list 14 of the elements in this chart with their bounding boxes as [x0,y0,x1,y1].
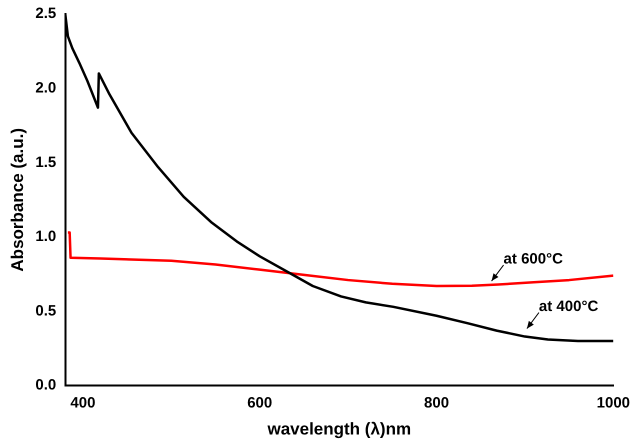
x-tick-label: 600 [247,394,272,412]
y-tick-label: 2.0 [35,79,56,96]
annotation: at 400°C [538,298,598,316]
y-tick-label: 2.5 [35,5,56,22]
x-tick-label: 1000 [596,394,630,412]
y-axis-title: Absorbance (a.u.) [8,128,27,272]
y-tick-label: 0.0 [35,376,56,394]
y-tick-label: 1.0 [35,228,56,246]
y-tick-label: 0.5 [35,302,56,320]
y-tick-label: 1.5 [35,154,56,171]
x-axis-title: wavelength (λ)nm [266,419,412,438]
annotation: at 600°C [504,250,564,268]
x-tick-label: 400 [70,394,96,412]
x-tick-label: 800 [424,394,450,412]
